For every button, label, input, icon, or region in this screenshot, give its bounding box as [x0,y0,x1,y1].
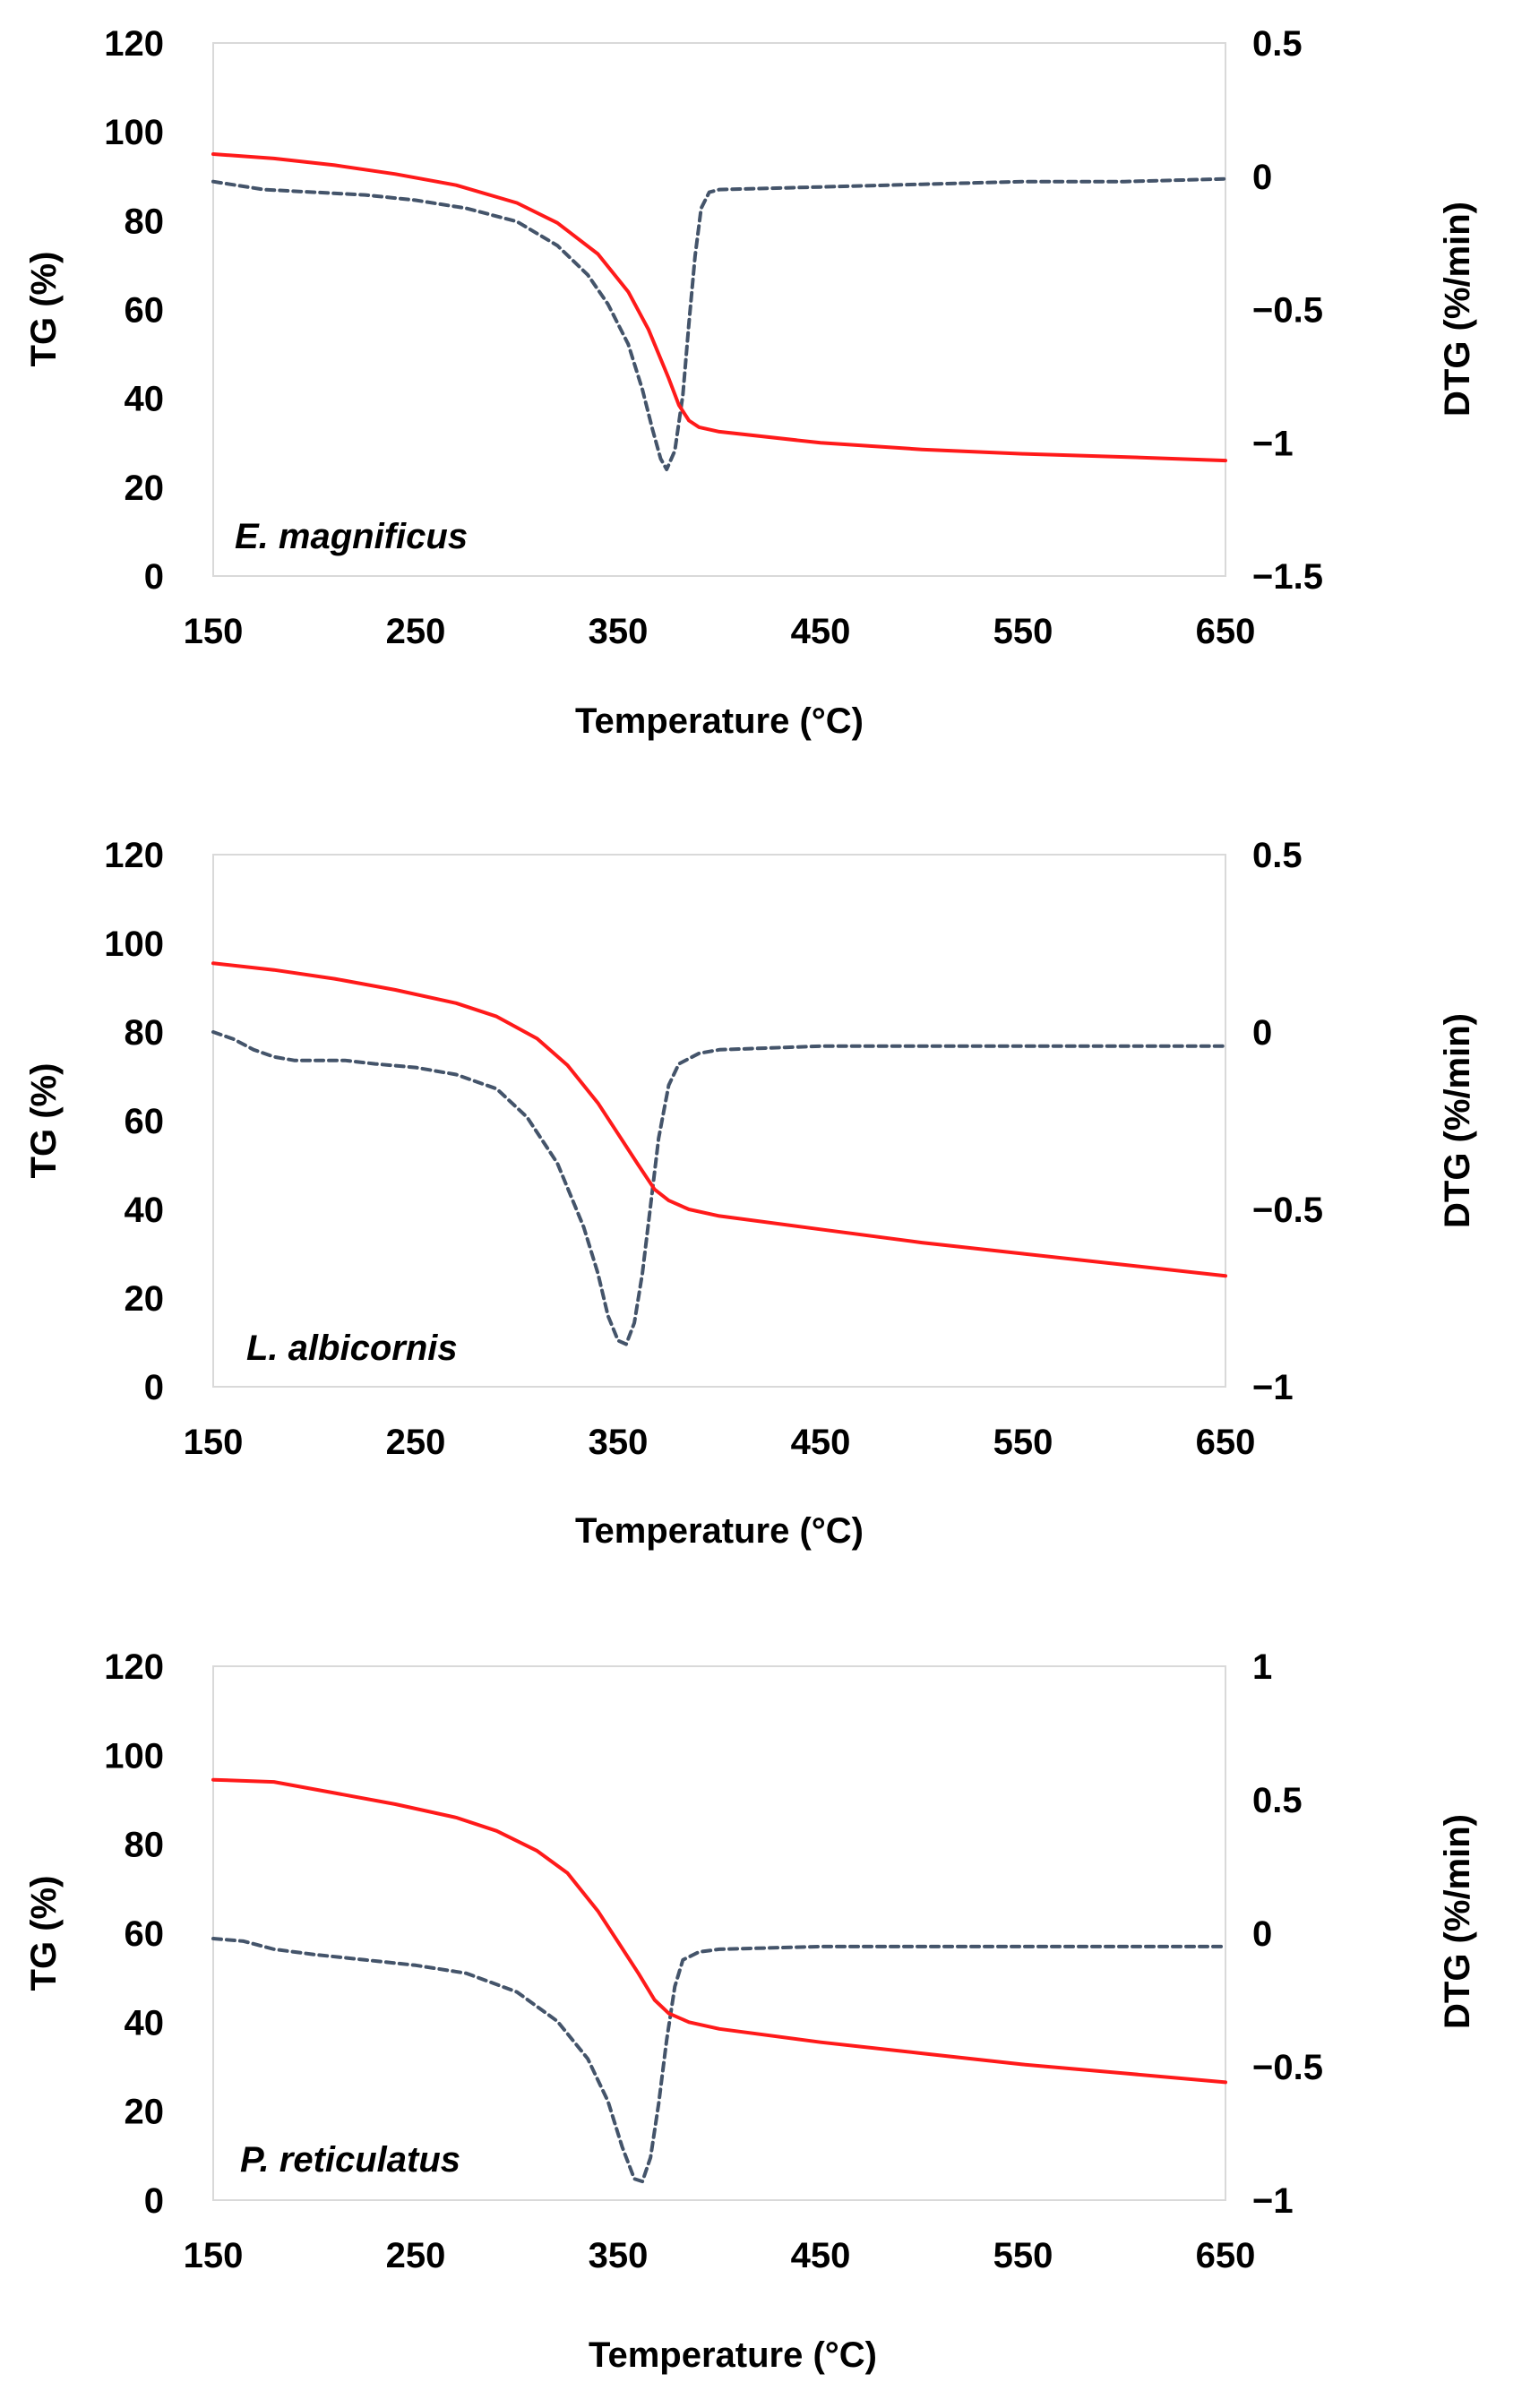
y-tick-label: 80 [125,1013,165,1053]
y-axis-title: TG (%) [24,1876,64,1991]
chart-panel-l-albicornis: 0 20 40 60 80 100 120 −1 −0.5 0 0.5 150 250 350 450 5… [24,836,1477,1551]
x-tick-label: 550 [993,2236,1053,2275]
y2-tick-label: 0 [1252,1914,1272,1954]
x-axis-ticks: 150 250 350 450 550 650 [184,2236,1256,2275]
x-tick-label: 250 [386,612,446,651]
panel-label: L. albicornis [246,1329,458,1368]
y-tick-label: 100 [104,1736,164,1776]
x-tick-label: 350 [589,612,649,651]
x-tick-label: 650 [1196,2236,1256,2275]
y2-axis-title: DTG (%/min) [1438,1814,1477,2029]
y-tick-label: 40 [125,380,165,419]
y2-axis-title: DTG (%/min) [1438,202,1477,417]
series-group [211,152,1227,471]
x-tick-label: 150 [184,1423,244,1462]
y-tick-label: 20 [125,1279,165,1319]
dtg-series-line [211,1937,1227,2184]
right-axis-ticks: −1 −0.5 0 0.5 [1252,836,1323,1407]
y2-tick-label: −1 [1252,424,1294,463]
x-tick-label: 450 [791,1423,851,1462]
y-tick-label: 60 [125,291,165,331]
series-group [211,1777,1227,2184]
y-tick-label: 20 [125,469,165,508]
x-tick-label: 650 [1196,1423,1256,1462]
x-axis-ticks: 150 250 350 450 550 650 [184,1423,1256,1462]
x-tick-label: 550 [993,612,1053,651]
y-tick-label: 0 [144,1368,164,1407]
y2-tick-label: 0.5 [1252,24,1303,64]
x-tick-label: 350 [589,2236,649,2275]
left-axis-ticks: 0 20 40 60 80 100 120 [104,836,164,1407]
y2-tick-label: 0 [1252,1013,1272,1053]
right-axis-ticks: −1 −0.5 0 0.5 1 [1252,1647,1323,2221]
x-tick-label: 350 [589,1423,649,1462]
x-axis-title: Temperature (°C) [575,1511,864,1551]
y2-tick-label: −0.5 [1252,2048,1323,2087]
tg-series-line [211,961,1227,1278]
y2-tick-label: 0.5 [1252,836,1303,875]
x-axis-title: Temperature (°C) [575,701,864,741]
y-tick-label: 120 [104,1647,164,1687]
dtg-series-line [211,1030,1227,1346]
y2-tick-label: 0.5 [1252,1781,1303,1820]
x-axis-title: Temperature (°C) [589,2335,877,2375]
series-group [211,961,1227,1346]
chart-panel-p-reticulatus: 0 20 40 60 80 100 120 −1 −0.5 0 0.5 1 150 250 350 450… [24,1647,1477,2375]
y-tick-label: 120 [104,24,164,64]
y-tick-label: 0 [144,557,164,597]
chart-panel-e-magnificus: 0 20 40 60 80 100 120 −1.5 −1 −0.5 0 0.5 150 250 350… [24,24,1477,741]
tg-series-line [211,152,1227,463]
x-tick-label: 150 [184,612,244,651]
x-axis-ticks: 150 250 350 450 550 650 [184,612,1256,651]
x-tick-label: 450 [791,2236,851,2275]
y2-axis-title: DTG (%/min) [1438,1013,1477,1228]
y2-tick-label: −1.5 [1252,557,1323,597]
y-tick-label: 100 [104,113,164,152]
y-tick-label: 20 [125,2093,165,2132]
y2-tick-label: −1 [1252,1368,1294,1407]
left-axis-ticks: 0 20 40 60 80 100 120 [104,1647,164,2221]
y-axis-title: TG (%) [24,252,64,367]
y-tick-label: 100 [104,924,164,964]
y-tick-label: 60 [125,1102,165,1141]
tg-series-line [211,1777,1227,2085]
plot-area-frame [212,42,1226,577]
y-tick-label: 80 [125,202,165,241]
x-tick-label: 250 [386,1423,446,1462]
y-axis-title: TG (%) [24,1063,64,1179]
y2-tick-label: −0.5 [1252,1191,1323,1230]
plot-area-frame [212,1665,1226,2201]
y-tick-label: 120 [104,836,164,875]
panel-label: E. magnificus [235,517,468,556]
x-tick-label: 450 [791,612,851,651]
x-tick-label: 550 [993,1423,1053,1462]
y-tick-label: 60 [125,1914,165,1954]
y-tick-label: 0 [144,2181,164,2221]
y2-tick-label: −1 [1252,2181,1294,2221]
y-tick-label: 40 [125,1191,165,1230]
y2-tick-label: 0 [1252,158,1272,197]
y-tick-label: 80 [125,1826,165,1865]
right-axis-ticks: −1.5 −1 −0.5 0 0.5 [1252,24,1323,597]
dtg-series-line [211,176,1227,471]
x-tick-label: 250 [386,2236,446,2275]
y2-tick-label: −0.5 [1252,291,1323,331]
y2-tick-label: 1 [1252,1647,1272,1687]
left-axis-ticks: 0 20 40 60 80 100 120 [104,24,164,597]
plot-area-frame [212,854,1226,1388]
y-tick-label: 40 [125,2003,165,2042]
x-tick-label: 650 [1196,612,1256,651]
panel-label: P. reticulatus [240,2140,460,2180]
x-tick-label: 150 [184,2236,244,2275]
